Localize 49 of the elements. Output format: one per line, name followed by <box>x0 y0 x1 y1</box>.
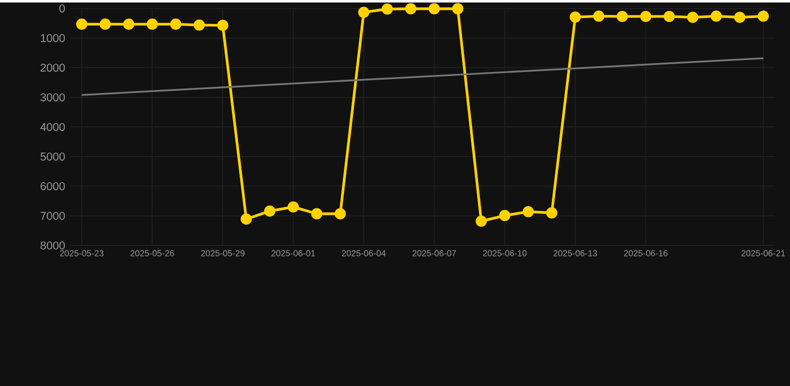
point <box>522 206 534 218</box>
x-tick-label: 2025-06-13 <box>554 250 598 256</box>
point <box>546 207 558 218</box>
y-tick-label: 7000 <box>40 212 65 220</box>
point <box>358 6 370 18</box>
y-tick-label: 2000 <box>40 63 65 72</box>
y-tick-label: 5000 <box>40 152 65 160</box>
x-tick-label: 2025-06-16 <box>624 250 668 256</box>
point <box>146 18 158 30</box>
x-tick-label: 2025-06-04 <box>342 250 386 256</box>
x-tick-label: 2025-05-23 <box>60 250 104 256</box>
x-tick-label: 2025-06-10 <box>483 250 527 256</box>
x-tick-label: 2025-06-21 <box>742 250 785 256</box>
point <box>664 10 675 22</box>
point <box>452 2 464 14</box>
y-tick-label: 3000 <box>40 93 65 102</box>
point <box>428 2 440 14</box>
y-tick-label: 1000 <box>40 34 65 42</box>
x-tick-label: 2025-05-29 <box>201 250 244 256</box>
point <box>76 18 88 30</box>
point <box>476 215 487 227</box>
point <box>382 3 393 14</box>
point <box>616 10 628 22</box>
point <box>499 210 510 221</box>
point <box>170 18 182 30</box>
point <box>334 208 346 220</box>
point <box>405 2 416 14</box>
y-tick-label: 0 <box>59 4 65 12</box>
point <box>240 213 252 224</box>
point <box>758 10 769 22</box>
point <box>311 208 322 220</box>
point <box>194 19 205 30</box>
point <box>687 12 698 23</box>
point <box>710 10 722 22</box>
x-tick-label: 2025-05-26 <box>130 250 174 256</box>
point <box>123 18 134 30</box>
point <box>734 12 746 23</box>
x-tick-label: 2025-06-01 <box>272 250 315 256</box>
point <box>570 11 581 22</box>
point <box>288 201 299 212</box>
point <box>100 18 111 30</box>
y-tick-label: 6000 <box>40 182 65 190</box>
y-tick-label: 4000 <box>40 122 65 131</box>
point <box>593 10 604 22</box>
point <box>217 20 228 31</box>
x-tick-label: 2025-06-07 <box>412 250 456 256</box>
point <box>640 10 652 22</box>
y-tick-label: 8000 <box>40 241 65 250</box>
point <box>264 205 276 216</box>
